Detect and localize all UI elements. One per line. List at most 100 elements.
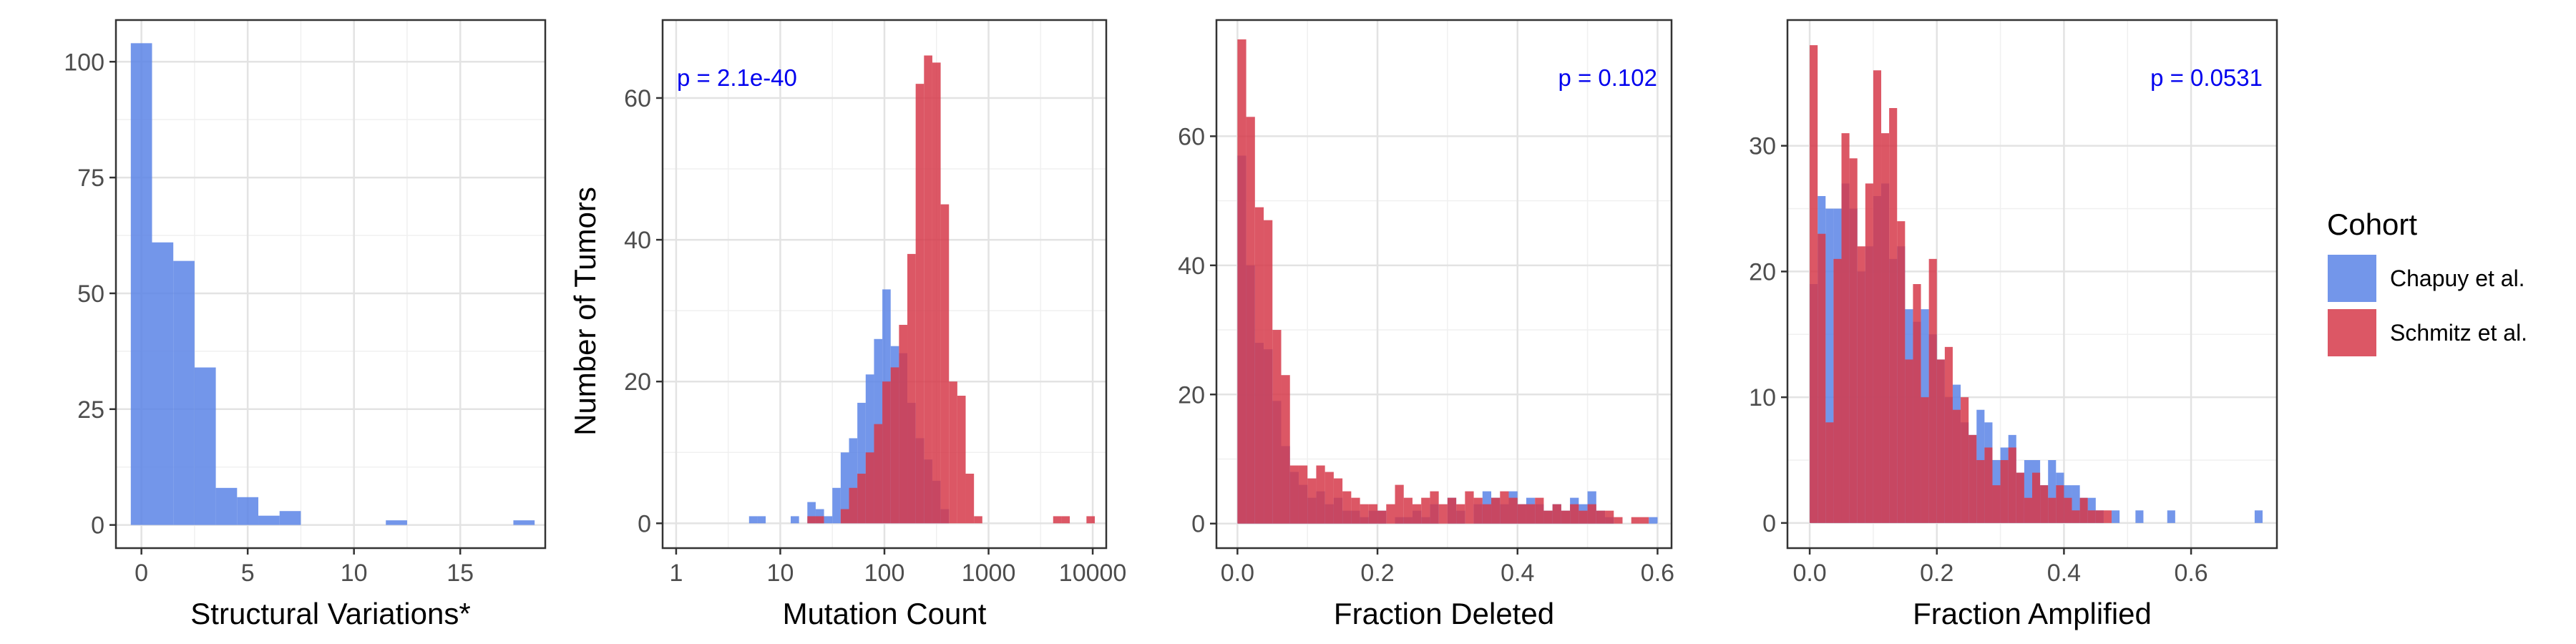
bars xyxy=(130,43,535,525)
bar xyxy=(807,516,816,524)
bar xyxy=(2040,485,2049,523)
x-tick-label: 1000 xyxy=(962,560,1016,587)
panel-border xyxy=(1786,19,2278,550)
bar xyxy=(832,487,841,524)
bar xyxy=(1281,375,1290,524)
bar xyxy=(1246,117,1255,524)
legend-swatch-schmitz xyxy=(2328,309,2376,356)
y-tick-label: 0 xyxy=(1762,510,1776,537)
x-tick-label: 0.2 xyxy=(1360,560,1394,587)
bar xyxy=(1841,133,1850,523)
plot-area xyxy=(1216,20,1672,548)
bar xyxy=(1500,491,1509,524)
panel-fraction-deleted: 0 20 40 60 0.0 0.2 0.4 0.6 Fraction Deleted p = 0… xyxy=(1178,19,1674,630)
bar xyxy=(1324,472,1334,524)
bar xyxy=(173,260,195,525)
y-tick-label: 50 xyxy=(77,280,104,308)
panel-structural-variations: 0 25 50 75 100 0 5 10 15 Structural Variations* xyxy=(64,19,547,630)
bar xyxy=(882,381,891,524)
bar xyxy=(1913,284,1921,523)
x-tick-label: 0.2 xyxy=(1920,560,1953,587)
bar xyxy=(1614,517,1623,524)
x-axis-label: Fraction Deleted xyxy=(1334,597,1554,630)
bar xyxy=(1936,359,1945,523)
bar xyxy=(1897,221,1906,523)
bar xyxy=(2024,497,2032,523)
bar xyxy=(1465,491,1474,524)
bar xyxy=(1825,208,1834,523)
p-value-label: p = 0.0531 xyxy=(2150,64,2263,91)
bars xyxy=(1810,45,2263,523)
y-tick-label: 30 xyxy=(1749,133,1776,160)
bar xyxy=(791,516,799,524)
x-tick-label: 10 xyxy=(767,560,794,587)
x-tick-label: 15 xyxy=(447,560,474,587)
y-tick-label: 0 xyxy=(1191,511,1205,538)
bar xyxy=(899,324,908,524)
y-ticks: 0 20 40 60 xyxy=(624,85,663,537)
bar xyxy=(874,424,883,524)
bar xyxy=(1333,478,1343,524)
y-tick-label: 60 xyxy=(624,85,651,112)
bar xyxy=(1254,207,1264,524)
bar xyxy=(1307,478,1317,524)
bar xyxy=(2064,497,2072,523)
bar xyxy=(1438,504,1448,524)
bar xyxy=(840,509,849,524)
bar xyxy=(1552,504,1561,524)
p-value-label: p = 2.1e-40 xyxy=(677,64,797,91)
bar xyxy=(2072,510,2080,523)
bar xyxy=(1905,359,1913,523)
bar xyxy=(1881,133,1890,523)
bar xyxy=(857,473,866,524)
y-tick-label: 40 xyxy=(1178,253,1205,280)
bar xyxy=(1447,497,1457,524)
bar xyxy=(1818,233,1826,523)
bar xyxy=(386,520,407,525)
bar xyxy=(957,396,966,524)
bar xyxy=(840,452,849,524)
y-tick-label: 10 xyxy=(1749,384,1776,411)
p-value-label: p = 0.102 xyxy=(1558,64,1657,91)
bar xyxy=(1596,510,1606,524)
y-tick-label: 25 xyxy=(77,396,104,424)
bar xyxy=(2167,510,2175,523)
bar xyxy=(2112,510,2120,523)
bar xyxy=(194,367,216,525)
legend-label-chapuy: Chapuy et al. xyxy=(2390,265,2525,291)
bar xyxy=(815,516,824,524)
bar xyxy=(915,84,924,524)
x-axis-label: Mutation Count xyxy=(783,597,987,630)
bar xyxy=(1272,330,1282,524)
bar xyxy=(1992,485,2001,523)
x-ticks: 0.0 0.2 0.4 0.6 xyxy=(1221,548,1674,587)
bar xyxy=(2103,510,2112,523)
x-tick-label: 0.6 xyxy=(2174,560,2207,587)
x-tick-label: 0.4 xyxy=(1501,560,1534,587)
bar xyxy=(1237,39,1246,524)
bar xyxy=(2087,510,2096,523)
bar xyxy=(1865,183,1873,523)
bar xyxy=(1061,516,1070,524)
bar xyxy=(1412,504,1422,524)
bar xyxy=(1639,517,1649,524)
bar xyxy=(1289,465,1299,524)
x-ticks: 1 10 100 1000 10000 xyxy=(669,548,1126,587)
series-chapuy xyxy=(130,43,535,525)
bar xyxy=(279,511,301,525)
bar xyxy=(1526,504,1536,524)
y-ticks: 0 10 20 30 xyxy=(1749,133,1787,537)
bar xyxy=(2079,497,2088,523)
y-ticks: 0 25 50 75 100 xyxy=(64,49,116,540)
bar xyxy=(949,381,957,524)
bar xyxy=(1491,497,1501,524)
bar xyxy=(1833,258,1842,523)
bar xyxy=(237,497,259,525)
bar xyxy=(1543,510,1553,524)
series-schmitz xyxy=(1810,45,2112,523)
x-tick-label: 0.6 xyxy=(1641,560,1674,587)
bar xyxy=(1386,504,1395,524)
bar xyxy=(2072,485,2080,523)
bar xyxy=(1342,491,1352,524)
